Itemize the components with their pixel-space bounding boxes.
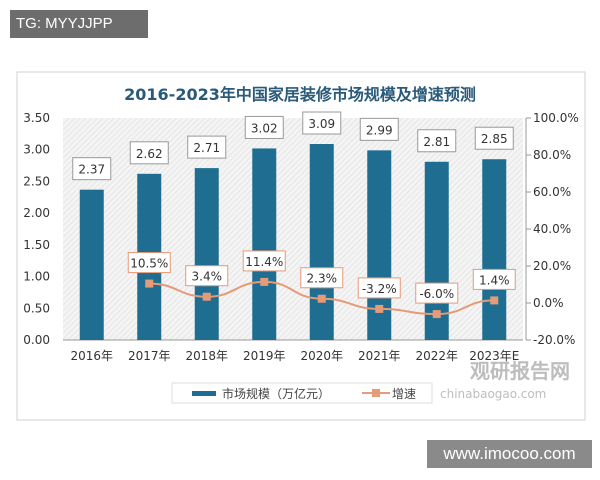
growth-label-box (357, 277, 401, 299)
bar (194, 168, 219, 340)
right-tick-label: 80.0% (533, 148, 571, 162)
legend-label-line: 增速 (392, 387, 416, 401)
growth-value-label: -6.0% (419, 287, 454, 301)
growth-label-box (185, 265, 229, 287)
bar-value-label: 2.85 (481, 132, 508, 146)
bar-label-box (187, 135, 227, 159)
growth-value-label: 2.3% (307, 272, 338, 286)
left-tick-label: 2.00 (23, 206, 50, 220)
growth-marker (317, 294, 326, 303)
bar (79, 189, 104, 340)
left-tick-label: 2.50 (23, 174, 50, 188)
bar (482, 159, 507, 340)
watermark-top: TG: MYYJJPP (10, 10, 148, 38)
chart-title: 2016-2023年中国家居装修市场规模及增速预测 (124, 85, 476, 104)
bar (252, 148, 277, 340)
right-tick-label: -20.0% (533, 333, 575, 347)
growth-marker (375, 304, 384, 313)
watermark-bottom: www.imocoo.com (427, 440, 592, 468)
bar-label-box (72, 157, 112, 181)
x-tick-label: 2016年 (70, 349, 113, 363)
right-tick-label: 40.0% (533, 222, 571, 236)
x-tick-label: 2021年 (358, 349, 401, 363)
left-tick-label: 3.50 (23, 111, 50, 125)
x-tick-label: 2022年 (415, 349, 458, 363)
left-tick-label: 1.00 (23, 270, 50, 284)
left-tick-label: 0.50 (23, 301, 50, 315)
growth-label-box (300, 267, 344, 289)
bar-label-box (129, 141, 169, 165)
legend-marker-line (372, 389, 380, 397)
bar-value-label: 2.71 (193, 141, 220, 155)
bar-label-box (417, 129, 457, 153)
growth-marker (490, 296, 499, 305)
x-tick-label: 2019年 (243, 349, 286, 363)
growth-marker (432, 310, 441, 319)
bar-label-box (302, 111, 342, 135)
bar-value-label: 2.81 (423, 135, 450, 149)
bar-label-box (474, 126, 514, 150)
growth-marker (202, 292, 211, 301)
growth-marker (145, 279, 154, 288)
bar-value-label: 2.62 (136, 147, 163, 161)
growth-label-box (415, 282, 459, 304)
legend-label-bar: 市场规模（万亿元） (222, 386, 330, 401)
legend: 市场规模（万亿元） 增速 (171, 382, 433, 404)
right-tick-label: 20.0% (533, 259, 571, 273)
x-tick-label: 2023年E (469, 349, 519, 363)
growth-value-label: -3.2% (362, 282, 397, 296)
x-tick-label: 2017年 (128, 349, 171, 363)
growth-value-label: 3.4% (192, 270, 223, 284)
bar-value-label: 2.37 (78, 163, 105, 177)
right-tick-label: 60.0% (533, 185, 571, 199)
bar-value-label: 3.02 (251, 121, 278, 135)
svg-text:chinabaogao.com: chinabaogao.com (440, 387, 546, 401)
source-watermark: 观研报告网 chinabaogao.com (440, 359, 570, 401)
right-tick-label: 100.0% (533, 111, 579, 125)
bar-label-box (244, 115, 284, 139)
growth-label-box (242, 250, 286, 272)
bar-value-label: 2.99 (366, 123, 393, 137)
left-tick-label: 1.50 (23, 238, 50, 252)
x-tick-label: 2018年 (185, 349, 228, 363)
growth-value-label: 11.4% (245, 255, 283, 269)
left-tick-label: 0.00 (23, 333, 50, 347)
growth-value-label: 10.5% (130, 257, 168, 271)
svg-text:观研报告网: 观研报告网 (470, 359, 570, 383)
growth-label-box (472, 268, 516, 290)
bar-label-box (359, 117, 399, 141)
growth-label-box (127, 252, 171, 274)
right-tick-label: 0.0% (533, 296, 564, 310)
left-tick-label: 3.00 (23, 143, 50, 157)
bar (309, 144, 334, 340)
legend-swatch-bar (192, 391, 216, 396)
growth-value-label: 1.4% (479, 273, 510, 287)
growth-marker (260, 277, 269, 286)
x-tick-label: 2020年 (300, 349, 343, 363)
bar-value-label: 3.09 (308, 117, 335, 131)
